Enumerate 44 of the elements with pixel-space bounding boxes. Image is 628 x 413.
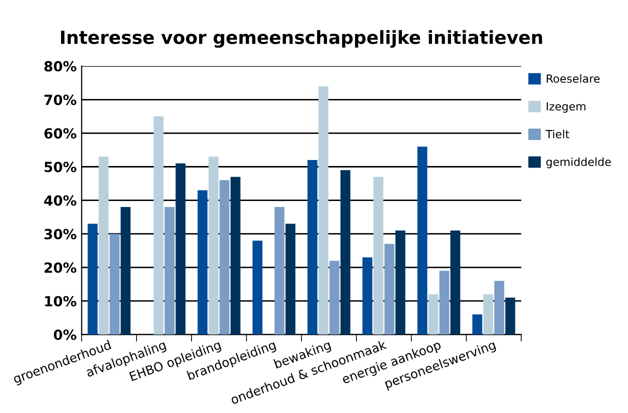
bar xyxy=(230,176,240,335)
bar xyxy=(110,234,120,335)
legend-label: Izegem xyxy=(546,102,586,113)
y-tick-label: 60% xyxy=(44,128,76,139)
y-tick-label: 40% xyxy=(44,195,76,206)
bar xyxy=(340,170,350,335)
legend-label: gemiddelde xyxy=(546,157,611,168)
bar xyxy=(286,224,296,335)
bar xyxy=(362,257,372,335)
y-tick-label: 30% xyxy=(44,228,76,240)
bar xyxy=(483,294,494,335)
bar xyxy=(472,314,482,335)
bar xyxy=(384,244,394,335)
bar xyxy=(417,146,428,335)
bar xyxy=(329,260,340,335)
y-tick-label: 80% xyxy=(44,61,76,72)
y-tick-label: 0% xyxy=(54,330,76,340)
bar xyxy=(208,156,218,335)
bar xyxy=(505,298,516,335)
bar xyxy=(98,156,109,335)
bar xyxy=(220,180,230,335)
bar xyxy=(274,207,284,335)
y-tick-label: 10% xyxy=(45,296,76,306)
bar xyxy=(395,230,406,335)
legend-label: Roeselare xyxy=(546,74,600,83)
bar xyxy=(428,294,438,335)
bar xyxy=(164,207,175,335)
bar xyxy=(252,240,262,335)
bar xyxy=(176,163,186,335)
legend-label: Tielt xyxy=(546,130,570,138)
bar xyxy=(318,86,328,335)
bar xyxy=(154,116,164,335)
bar xyxy=(439,270,450,335)
bar xyxy=(373,176,384,335)
chart-title: Interesse voor gemeenschappelijke initiatieven xyxy=(61,30,542,48)
y-tick-label: 20% xyxy=(44,262,76,273)
bar xyxy=(120,207,131,335)
bar xyxy=(494,280,504,335)
bar xyxy=(307,160,318,335)
bar xyxy=(198,190,208,335)
bar xyxy=(450,230,460,335)
y-tick-label: 50% xyxy=(44,162,76,172)
y-tick-label: 70% xyxy=(44,94,76,106)
bar xyxy=(88,224,98,335)
